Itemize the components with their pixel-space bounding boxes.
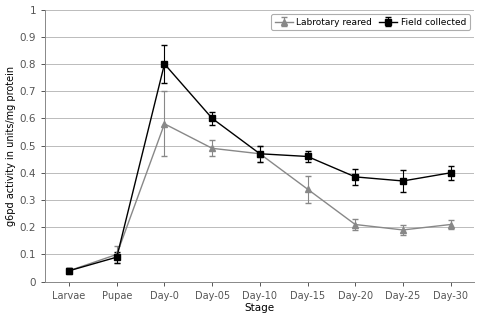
Y-axis label: g6pd activity in units/mg protein: g6pd activity in units/mg protein xyxy=(6,65,15,226)
X-axis label: Stage: Stage xyxy=(245,303,275,314)
Legend: Labrotary reared, Field collected: Labrotary reared, Field collected xyxy=(271,14,470,30)
